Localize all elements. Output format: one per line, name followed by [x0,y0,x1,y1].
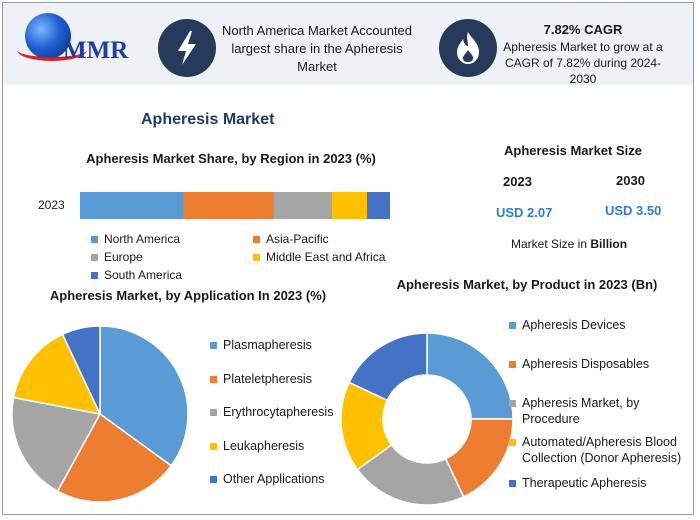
slice-plasmapheresis [99,325,189,467]
legend-label: Leukapheresis [223,439,305,453]
market-size-note-prefix: Market Size in [511,237,591,251]
legend-swatch [91,236,98,243]
legend-label: Middle East and Africa [266,250,386,264]
legend-item-apheresis-market-by-procedure: Apheresis Market, by Procedure [509,395,689,427]
flame-icon [439,19,497,77]
legend-item-leukapheresis: Leukapheresis [210,438,350,454]
legend-swatch [210,476,217,483]
market-size-title: Apheresis Market Size [503,143,642,158]
legend-swatch [210,443,217,450]
logo-text: MMR [63,37,129,64]
legend-item-south-america: South America [91,268,182,282]
bar-segment-north-america [80,192,184,219]
legend-item-apheresis-devices: Apheresis Devices [509,317,689,333]
market-size-year-2: 2030 [616,173,645,188]
legend-item-automated-apheresis-blood-collection-donor-apheresis: Automated/Apheresis Blood Collection (Do… [509,434,689,466]
legend-label: Plateletpheresis [223,372,312,386]
market-size-value-1: USD 2.07 [496,205,553,220]
slice-therapeutic-apheresis [348,332,428,402]
page-title: Apheresis Market [141,111,275,128]
legend-item-other-applications: Other Applications [210,471,350,487]
infographic-frame: MMR North America Market Accounted large… [2,2,694,515]
legend-label: North America [104,232,181,246]
legend-swatch [210,409,217,416]
slice-apheresis-devices [426,332,514,420]
application-pie-chart [11,325,189,503]
header-bar: MMR North America Market Accounted large… [3,3,693,86]
legend-label: Plasmapheresis [223,338,312,352]
legend-item-asia-pacific: Asia-Pacific [253,232,329,246]
legend-label: Asia-Pacific [266,232,329,246]
legend-swatch [509,480,516,487]
legend-item-erythrocytapheresis: Erythrocytapheresis [210,404,350,420]
legend-label: Erythrocytapheresis [223,405,334,419]
legend-label: Apheresis Disposables [522,357,650,371]
legend-label: Europe [104,250,143,264]
slice-other-applications [61,325,101,415]
legend-swatch [509,439,516,446]
legend-swatch [210,376,217,383]
bar-segment-south-america [367,192,390,219]
legend-swatch [253,254,260,261]
legend-item-north-america: North America [91,232,180,246]
legend-swatch [253,236,260,243]
legend-label: Therapeutic Apheresis [522,476,647,490]
region-chart-title: Apheresis Market Share, by Region in 202… [86,151,376,166]
na-share-text: North America Market Accounted largest s… [221,23,413,74]
legend-swatch [509,322,516,329]
legend-label: South America [104,268,183,282]
product-donut-chart [340,332,514,506]
legend-item-plasmapheresis: Plasmapheresis [210,337,350,353]
bar-segment-middle-east-and-africa [331,192,368,219]
legend-item-europe: Europe [91,250,143,264]
cagr-title: 7.82% CAGR [543,22,623,37]
slice-erythrocytapheresis [11,396,102,493]
market-size-year-1: 2023 [503,174,532,189]
legend-item-therapeutic-apheresis: Therapeutic Apheresis [509,475,689,491]
product-chart-title: Apheresis Market, by Product in 2023 (Bn… [396,277,658,292]
legend-swatch [210,342,217,349]
region-category-label: 2023 [38,198,65,212]
legend-swatch [509,400,516,407]
slice-leukapheresis [12,333,102,416]
bar-segment-asia-pacific [183,192,274,219]
market-size-note-unit: Billion [590,237,628,251]
bar-segment-europe [273,192,332,219]
market-size-value-2: USD 3.50 [605,203,662,218]
legend-swatch [91,272,98,279]
legend-label: Other Applications [223,472,325,486]
logo-swoosh [17,39,87,61]
application-chart-title: Apheresis Market, by Application In 2023… [49,288,327,303]
legend-label: Apheresis Market, by Procedure [522,396,640,426]
market-size-note: Market Size in Billion [511,237,627,251]
legend-swatch [91,254,98,261]
cagr-text: Apheresis Market to grow at a CAGR of 7.… [503,40,663,86]
slice-plateletpheresis [56,412,173,503]
legend-item-middle-east-and-africa: Middle East and Africa [253,250,385,264]
legend-swatch [509,361,516,368]
legend-item-apheresis-disposables: Apheresis Disposables [509,356,689,372]
legend-item-plateletpheresis: Plateletpheresis [210,371,350,387]
lightning-icon [158,19,216,77]
region-stacked-bar [80,192,390,219]
legend-label: Automated/Apheresis Blood Collection (Do… [522,435,682,465]
legend-label: Apheresis Devices [522,318,626,332]
